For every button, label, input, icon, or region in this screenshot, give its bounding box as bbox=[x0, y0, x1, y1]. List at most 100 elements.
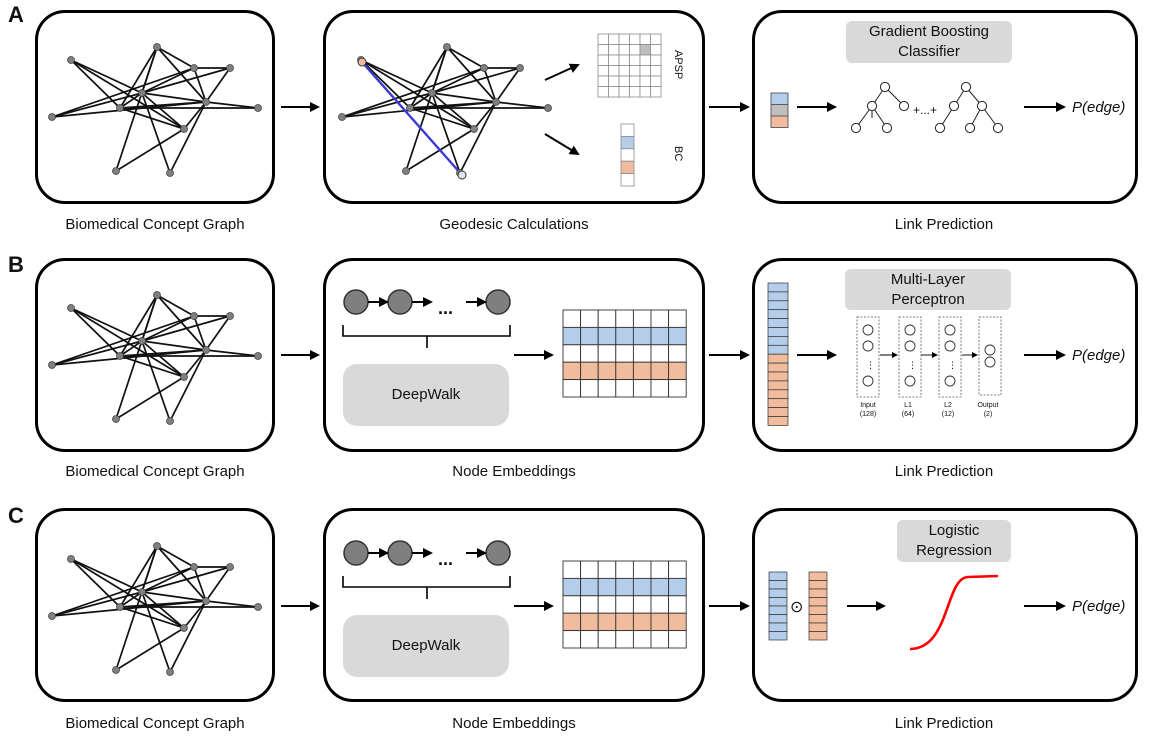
embedding-cell-c bbox=[597, 560, 617, 579]
graph-a2 bbox=[338, 43, 552, 180]
embedding-cell-b bbox=[650, 361, 670, 381]
deepwalk-box-c: DeepWalk bbox=[343, 615, 509, 677]
embedding-cell-b bbox=[597, 309, 617, 328]
embedding-cell-c bbox=[650, 560, 670, 579]
embedding-cell-b bbox=[668, 326, 687, 346]
graph-node bbox=[138, 89, 146, 97]
graph-edge bbox=[70, 59, 143, 94]
embedding-cell-b bbox=[650, 344, 670, 363]
concat-vector-cell bbox=[767, 282, 789, 293]
embedding-cell-b bbox=[562, 344, 582, 363]
graph-edge bbox=[341, 92, 433, 118]
walk-brace bbox=[342, 325, 511, 348]
graph-edge bbox=[409, 107, 475, 130]
graph-node bbox=[138, 588, 146, 596]
apsp-cell bbox=[597, 86, 609, 98]
graph-node bbox=[48, 361, 56, 369]
bc-cell bbox=[620, 148, 635, 162]
feature-cell bbox=[770, 115, 789, 128]
embedding-cell-b bbox=[650, 379, 670, 398]
embedding-cell-c bbox=[668, 577, 687, 597]
graph-node bbox=[138, 337, 146, 345]
graph-edge bbox=[119, 46, 158, 109]
concept-graphs bbox=[48, 43, 552, 676]
apsp-cell bbox=[639, 44, 651, 56]
mlp-neuron bbox=[984, 356, 996, 368]
graph-node bbox=[180, 125, 188, 133]
source-embedding-cell bbox=[768, 614, 788, 624]
mlp-layer-box bbox=[898, 316, 922, 398]
source-embedding-cell bbox=[768, 571, 788, 581]
row-letter-b: B bbox=[8, 252, 24, 277]
mlp-neuron bbox=[944, 324, 956, 336]
graph-edge bbox=[205, 67, 231, 103]
graph-node bbox=[480, 64, 488, 72]
graph-node bbox=[190, 64, 198, 72]
apsp-cell bbox=[597, 65, 609, 77]
embedding-cell-c bbox=[650, 630, 670, 649]
concat-vector-cell bbox=[767, 336, 789, 346]
walk-brace bbox=[342, 576, 511, 599]
embedding-cell-c bbox=[580, 595, 599, 614]
embedding-cell-b bbox=[632, 309, 652, 328]
embedding-cell-c bbox=[668, 612, 687, 632]
embedding-cell-c bbox=[597, 595, 617, 614]
graph-node bbox=[180, 373, 188, 381]
embedding-cell-b bbox=[632, 344, 652, 363]
concat-vector-cell bbox=[767, 380, 789, 391]
mlp-layer-box bbox=[978, 316, 1002, 396]
target-embedding-cell bbox=[808, 588, 828, 598]
embedding-cell-b bbox=[597, 326, 617, 346]
mlp-layer-l2-name: L2 bbox=[944, 402, 952, 409]
walk-ellipsis-b: ... bbox=[438, 298, 454, 318]
graph-node bbox=[112, 415, 120, 423]
apsp-cell bbox=[608, 44, 620, 56]
graph-edge bbox=[169, 349, 207, 422]
graph-node bbox=[544, 104, 552, 112]
graph-edge bbox=[51, 315, 195, 366]
graph-edge bbox=[183, 600, 207, 629]
mlp-layer-l1-size: (64) bbox=[901, 411, 915, 418]
mlp-layer-box bbox=[938, 316, 962, 398]
output-pedge-a: P(edge) bbox=[1072, 99, 1126, 116]
apsp-cell bbox=[608, 65, 620, 77]
embedding-cell-c bbox=[632, 595, 652, 614]
graph-edge bbox=[119, 606, 185, 629]
concat-vector-cell bbox=[767, 318, 789, 328]
embedding-cell-c bbox=[597, 577, 617, 597]
embedding-cell-c bbox=[650, 595, 670, 614]
graph-node bbox=[153, 291, 161, 299]
graph-node bbox=[406, 104, 414, 112]
target-embedding-cell bbox=[808, 571, 828, 581]
graph-node bbox=[180, 624, 188, 632]
graph-node bbox=[190, 563, 198, 571]
feature-cell bbox=[770, 92, 789, 105]
graph-edge bbox=[51, 566, 195, 617]
graph-edge bbox=[119, 591, 143, 608]
embedding-cell-c bbox=[562, 612, 582, 632]
graph-edge bbox=[115, 376, 185, 420]
graph-edge bbox=[141, 340, 207, 351]
graph-edge bbox=[193, 315, 207, 351]
embedding-cell-b bbox=[597, 361, 617, 381]
graph-node bbox=[470, 125, 478, 133]
graph-edge bbox=[141, 67, 231, 94]
graph-node bbox=[402, 167, 410, 175]
concat-vector-cell bbox=[767, 353, 789, 364]
graph-node bbox=[226, 64, 234, 72]
graph-edge bbox=[119, 92, 143, 109]
embedding-cell-b bbox=[632, 379, 652, 398]
apsp-cell bbox=[597, 33, 609, 45]
embedding-cell-c bbox=[580, 630, 599, 649]
mlp-layer-input: Input (128) bbox=[853, 401, 883, 419]
embedding-cell-c bbox=[668, 630, 687, 649]
embedding-cell-b bbox=[632, 361, 652, 381]
graph-node bbox=[202, 346, 210, 354]
apsp-cell bbox=[639, 75, 651, 87]
concat-vector-cell bbox=[767, 291, 789, 302]
row-a-extras bbox=[544, 33, 1004, 187]
graph-edge bbox=[141, 566, 231, 593]
graph-edge bbox=[51, 67, 195, 118]
graph-edge bbox=[205, 600, 259, 608]
apsp-cell bbox=[608, 33, 620, 45]
